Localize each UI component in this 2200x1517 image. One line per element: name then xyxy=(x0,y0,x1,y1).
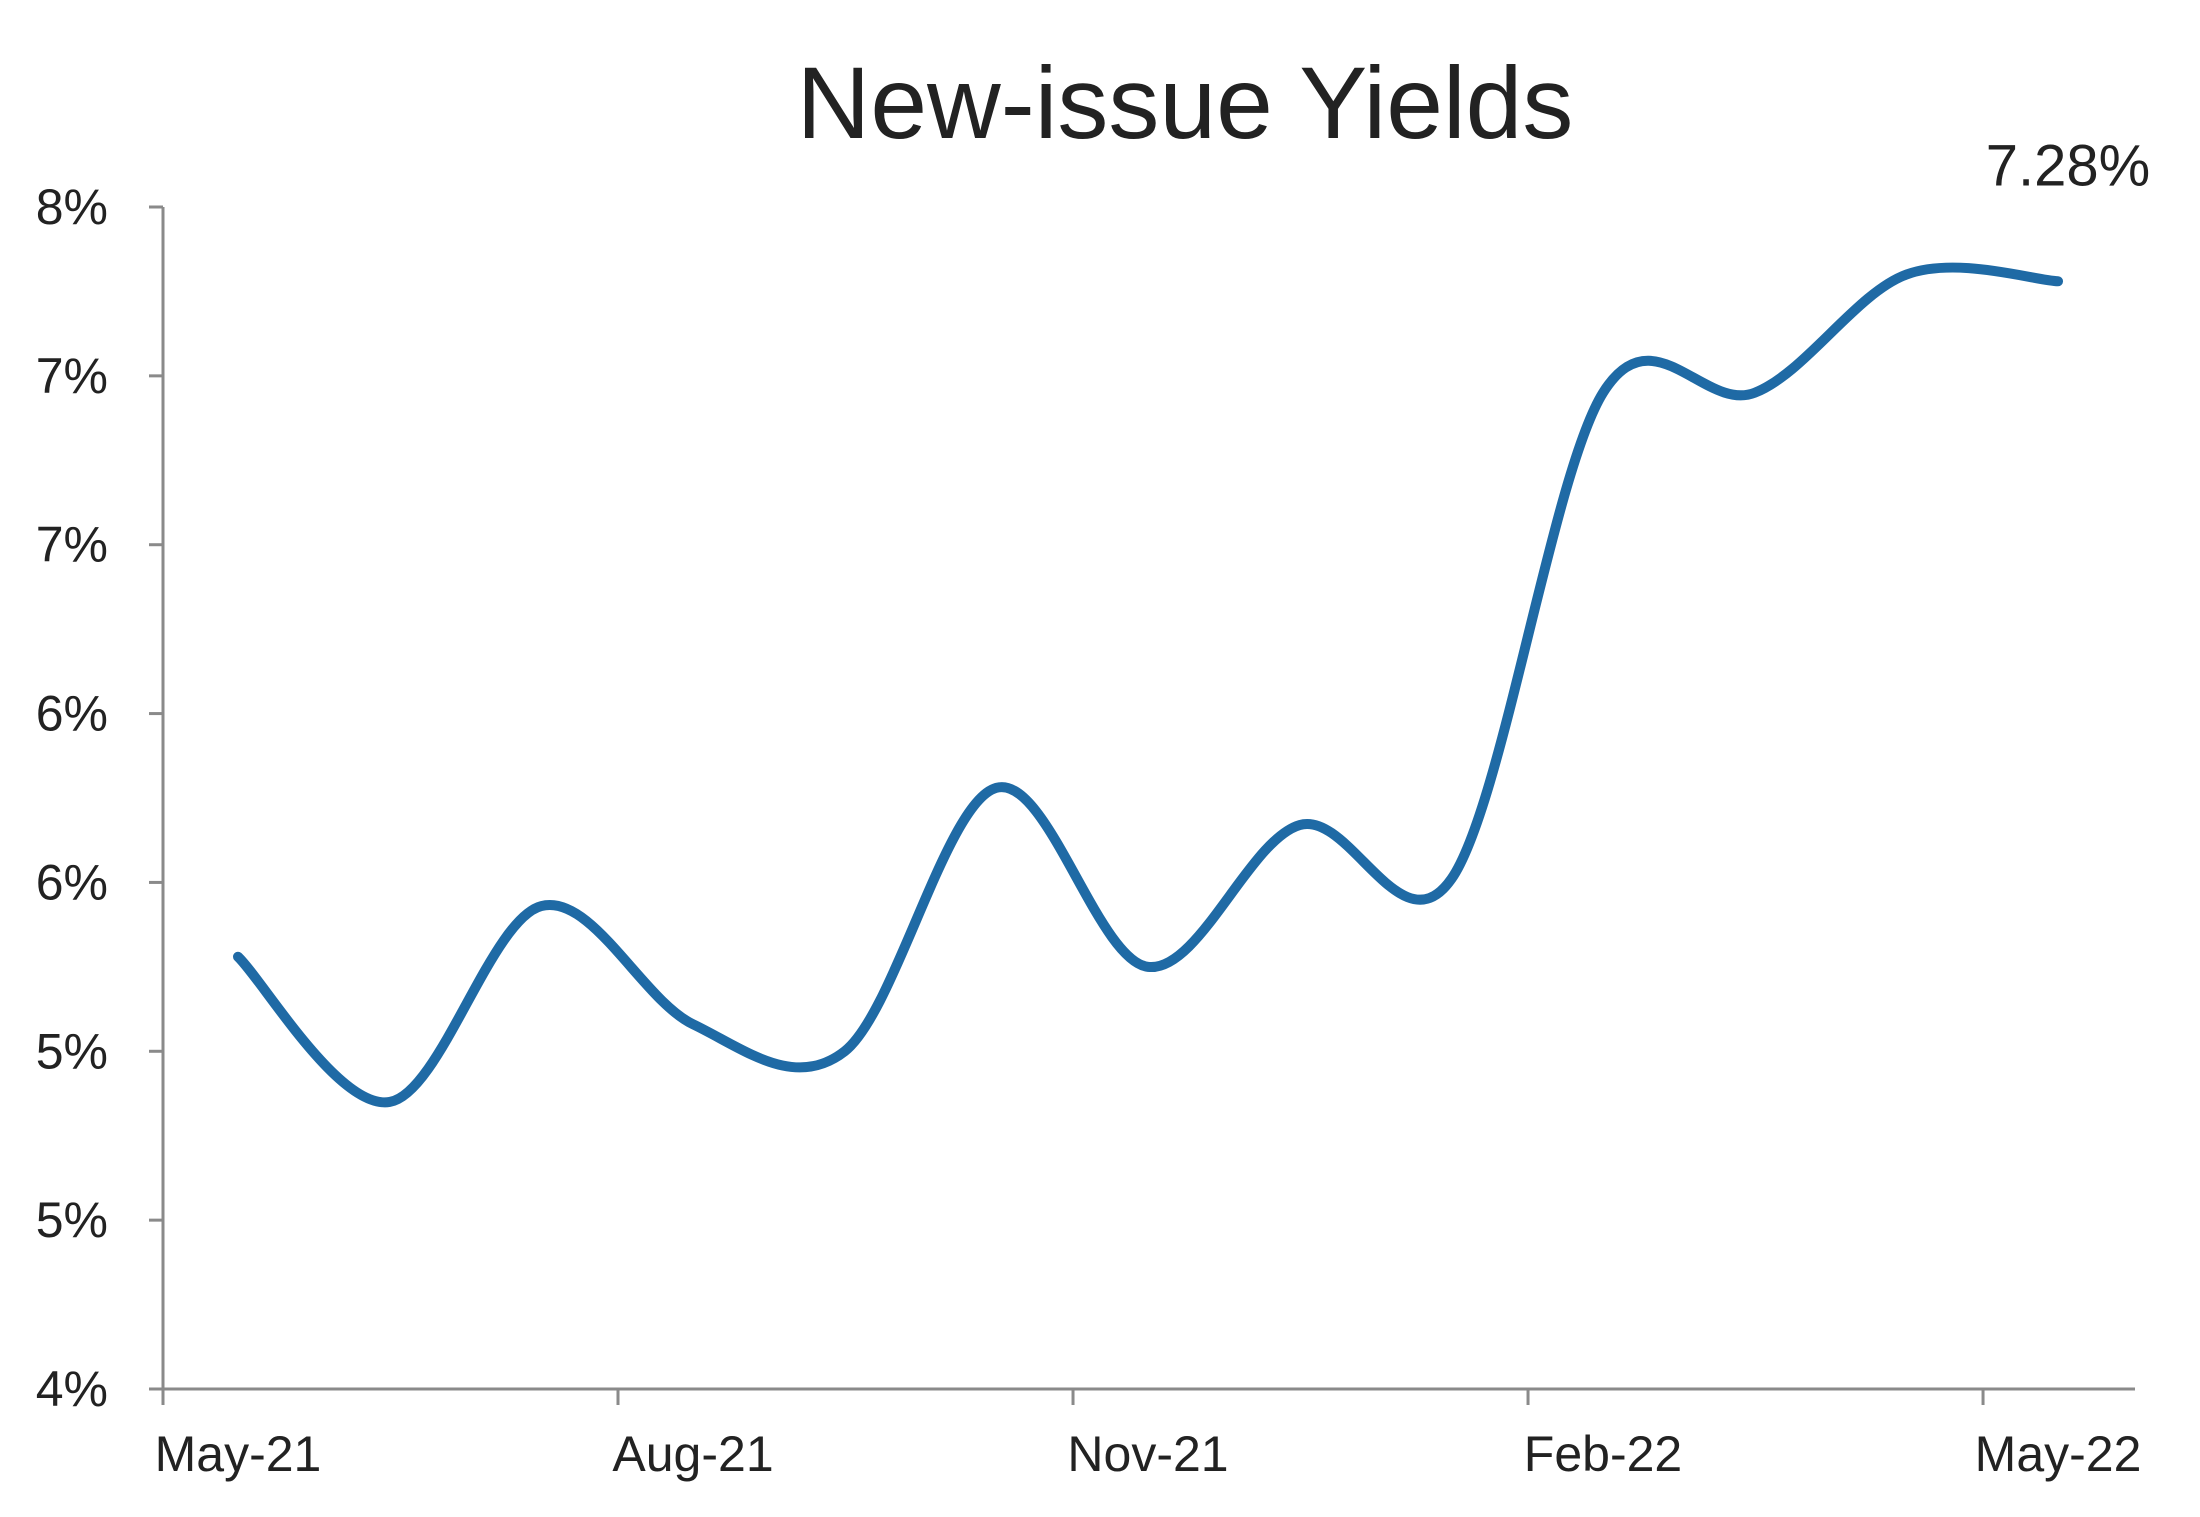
x-tick-label: May-21 xyxy=(155,1426,322,1482)
y-tick-label: 7% xyxy=(36,517,108,573)
yield-series-line xyxy=(233,262,2064,1107)
y-tick-label: 5% xyxy=(36,1192,108,1248)
x-tick-label: Nov-21 xyxy=(1067,1426,1228,1482)
y-axis: 4% 5% 5% 6% 6% 7% 7% 8% xyxy=(36,179,165,1417)
x-tick-label: Feb-22 xyxy=(1524,1426,1682,1482)
x-tick-label: Aug-21 xyxy=(612,1426,773,1482)
chart-title: New-issue Yields xyxy=(797,46,1574,160)
y-tick-label: 4% xyxy=(36,1361,108,1417)
y-tick-label: 6% xyxy=(36,854,108,910)
y-tick-label: 6% xyxy=(36,686,108,742)
last-value-label: 7.28% xyxy=(1986,133,2150,198)
series-layer xyxy=(233,262,2064,1107)
y-tick-label: 8% xyxy=(36,179,108,235)
annotation-layer: 7.28% xyxy=(1986,133,2150,198)
x-tick-label: May-22 xyxy=(1975,1426,2142,1482)
y-tick-label: 5% xyxy=(36,1023,108,1079)
y-tick-label: 7% xyxy=(36,348,108,404)
x-axis: May-21 Aug-21 Nov-21 Feb-22 May-22 xyxy=(155,1387,2142,1482)
